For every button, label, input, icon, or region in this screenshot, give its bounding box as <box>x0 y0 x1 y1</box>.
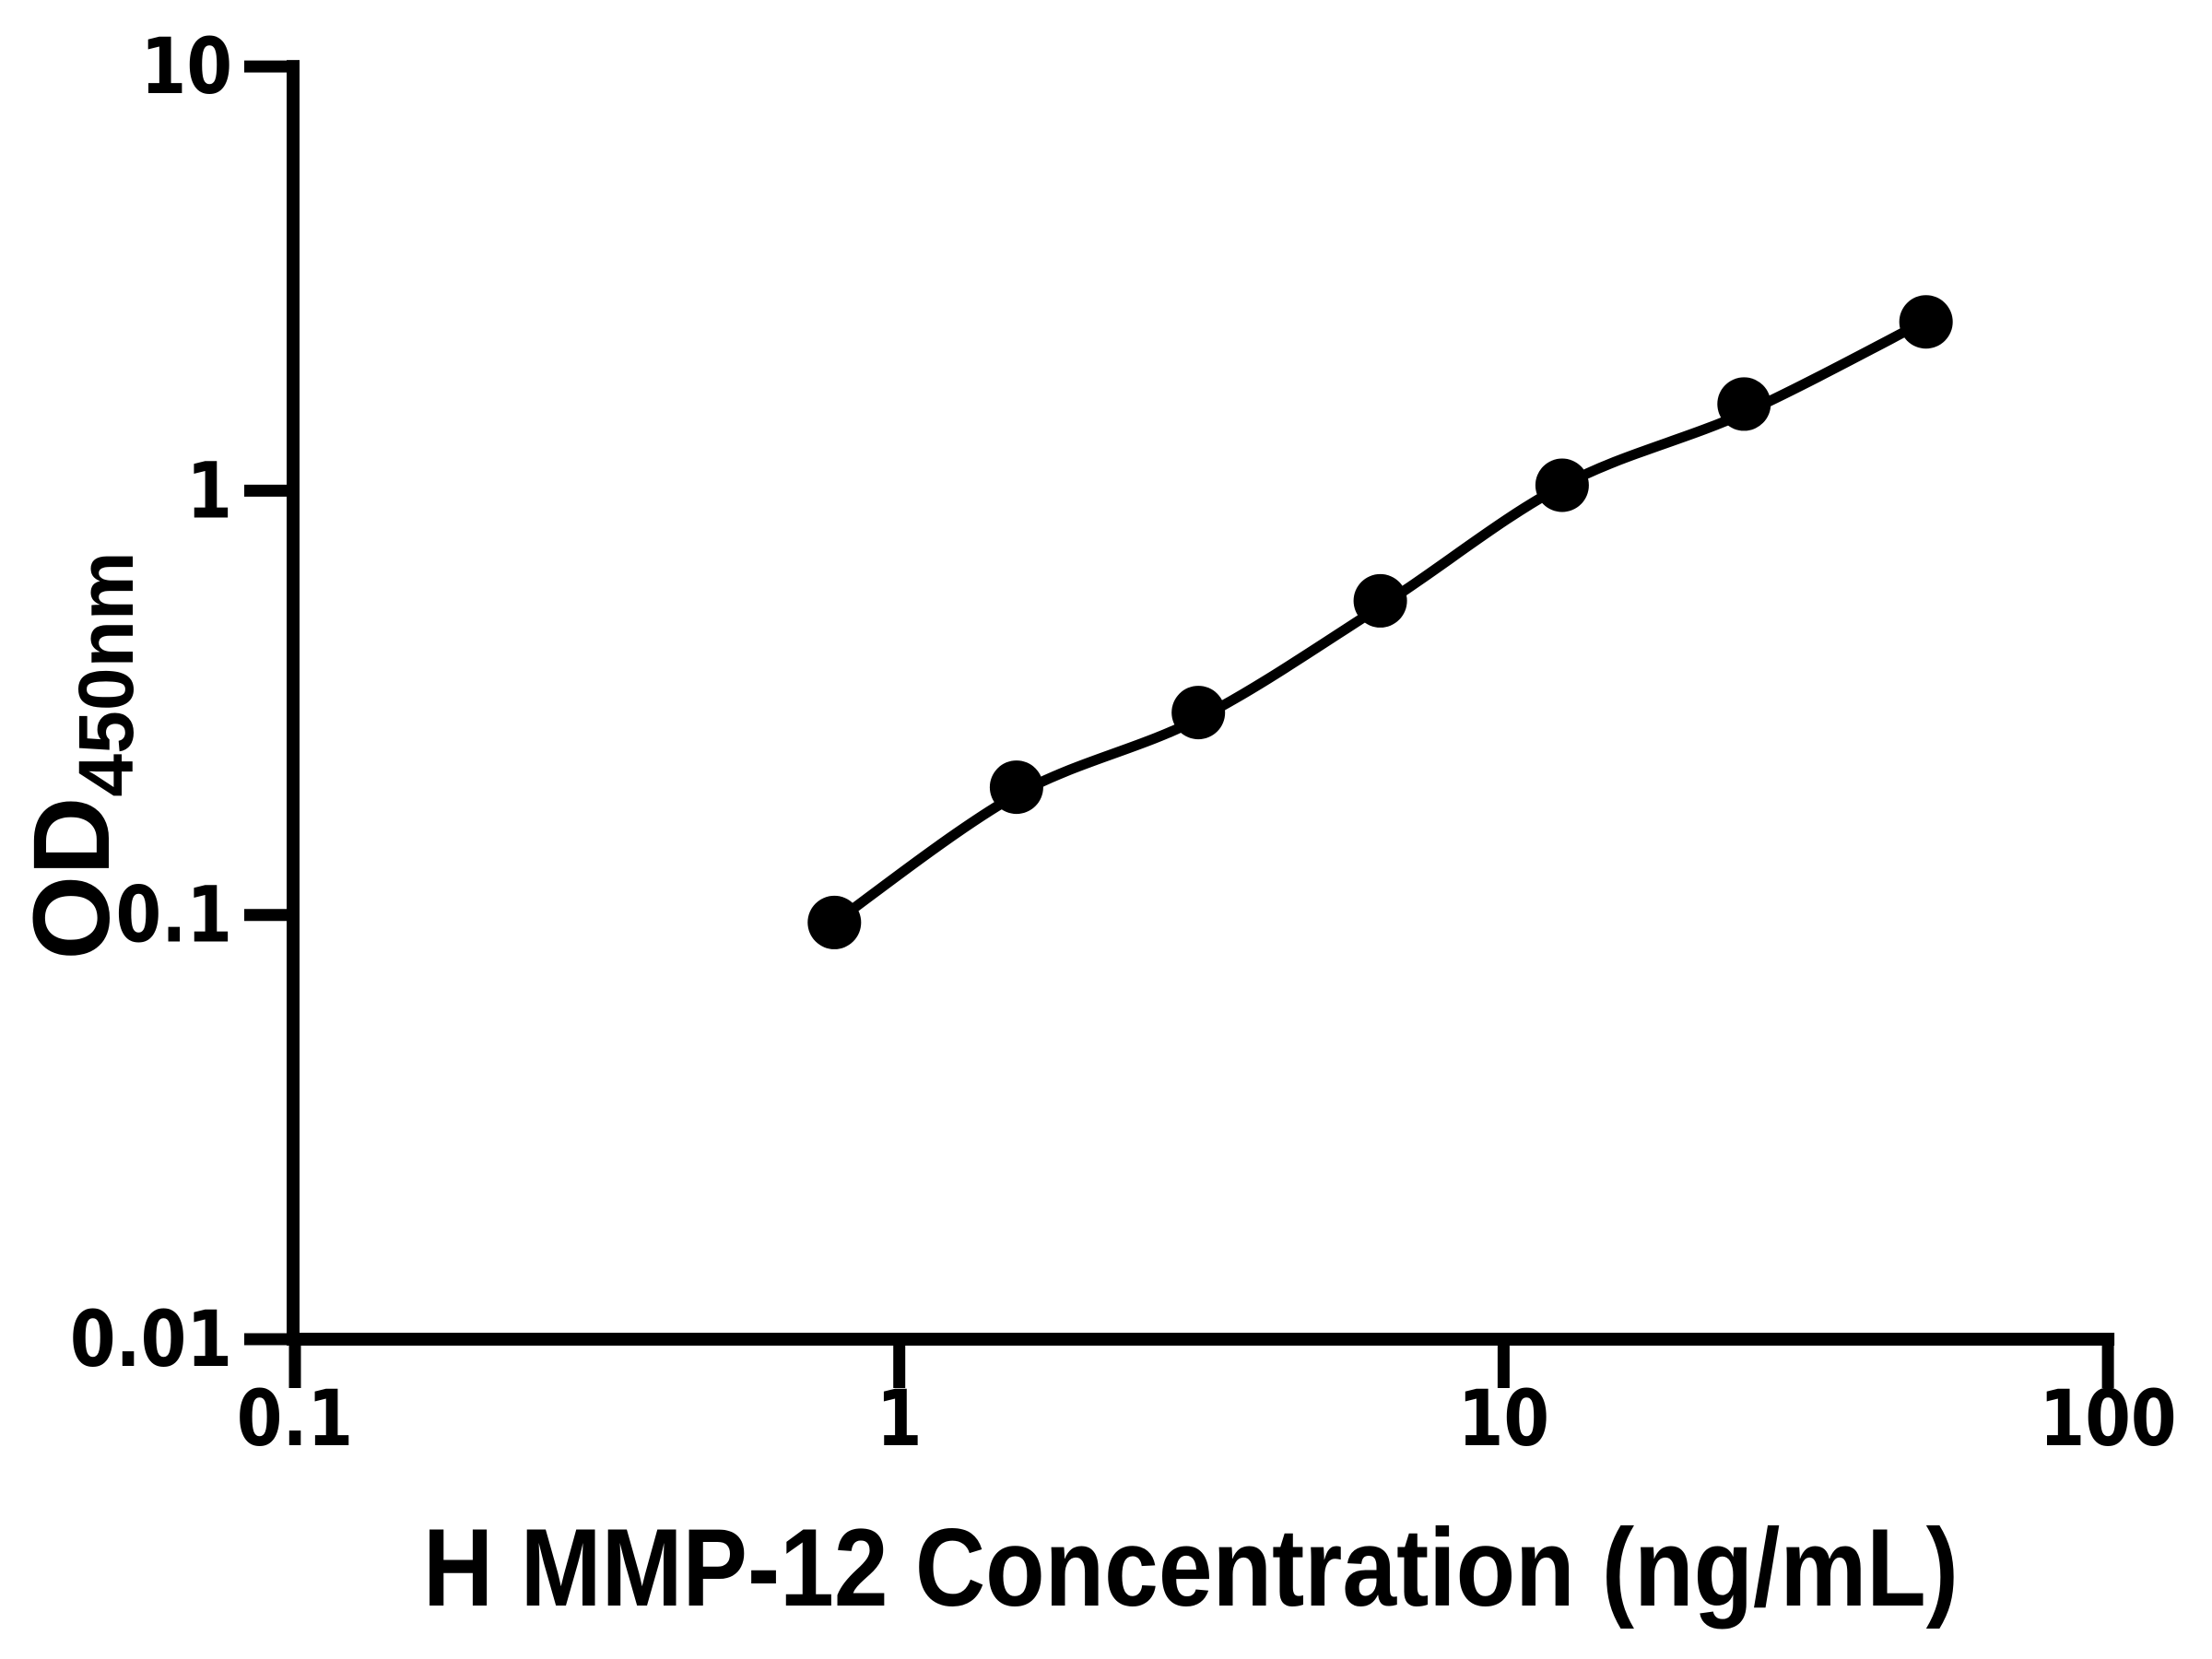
y-tick-label-group: 10 <box>141 23 232 112</box>
data-point <box>1171 686 1226 740</box>
data-point <box>807 895 862 949</box>
data-point <box>989 760 1043 815</box>
data-point <box>1535 458 1589 512</box>
data-point <box>1353 573 1407 628</box>
y-tick-label: 0.01 <box>70 1295 232 1384</box>
y-tick-label-group: 1 <box>186 447 232 536</box>
x-tick-label-group: 1 <box>877 1374 923 1464</box>
x-tick-label-group: 100 <box>2040 1374 2177 1464</box>
y-axis-title-group: OD450nm <box>11 551 149 959</box>
y-axis-title-main: OD <box>11 797 133 960</box>
y-tick-label: 10 <box>141 23 232 112</box>
y-tick-label-group: 0.1 <box>116 871 232 960</box>
y-axis-title: OD450nm <box>11 551 149 959</box>
x-tick-label-group: 10 <box>1458 1374 1549 1464</box>
data-point <box>1717 377 1771 431</box>
x-axis-title: H MMP-12 Concentration (ng/mL) <box>423 1506 1959 1630</box>
x-tick-label: 10 <box>1458 1374 1549 1464</box>
x-tick-label-group: 0.1 <box>237 1374 353 1464</box>
y-axis-title-sub: 450nm <box>63 551 149 796</box>
y-tick-label: 1 <box>186 447 232 536</box>
x-tick-label: 100 <box>2040 1374 2177 1464</box>
x-tick-label: 1 <box>877 1374 923 1464</box>
y-tick-label-group: 0.01 <box>70 1295 232 1384</box>
y-tick-label: 0.1 <box>116 871 232 960</box>
x-tick-label: 0.1 <box>237 1374 353 1464</box>
data-point <box>1899 295 1953 349</box>
x-axis-title-group: H MMP-12 Concentration (ng/mL) <box>423 1506 1959 1630</box>
plot-layer <box>807 295 1953 949</box>
